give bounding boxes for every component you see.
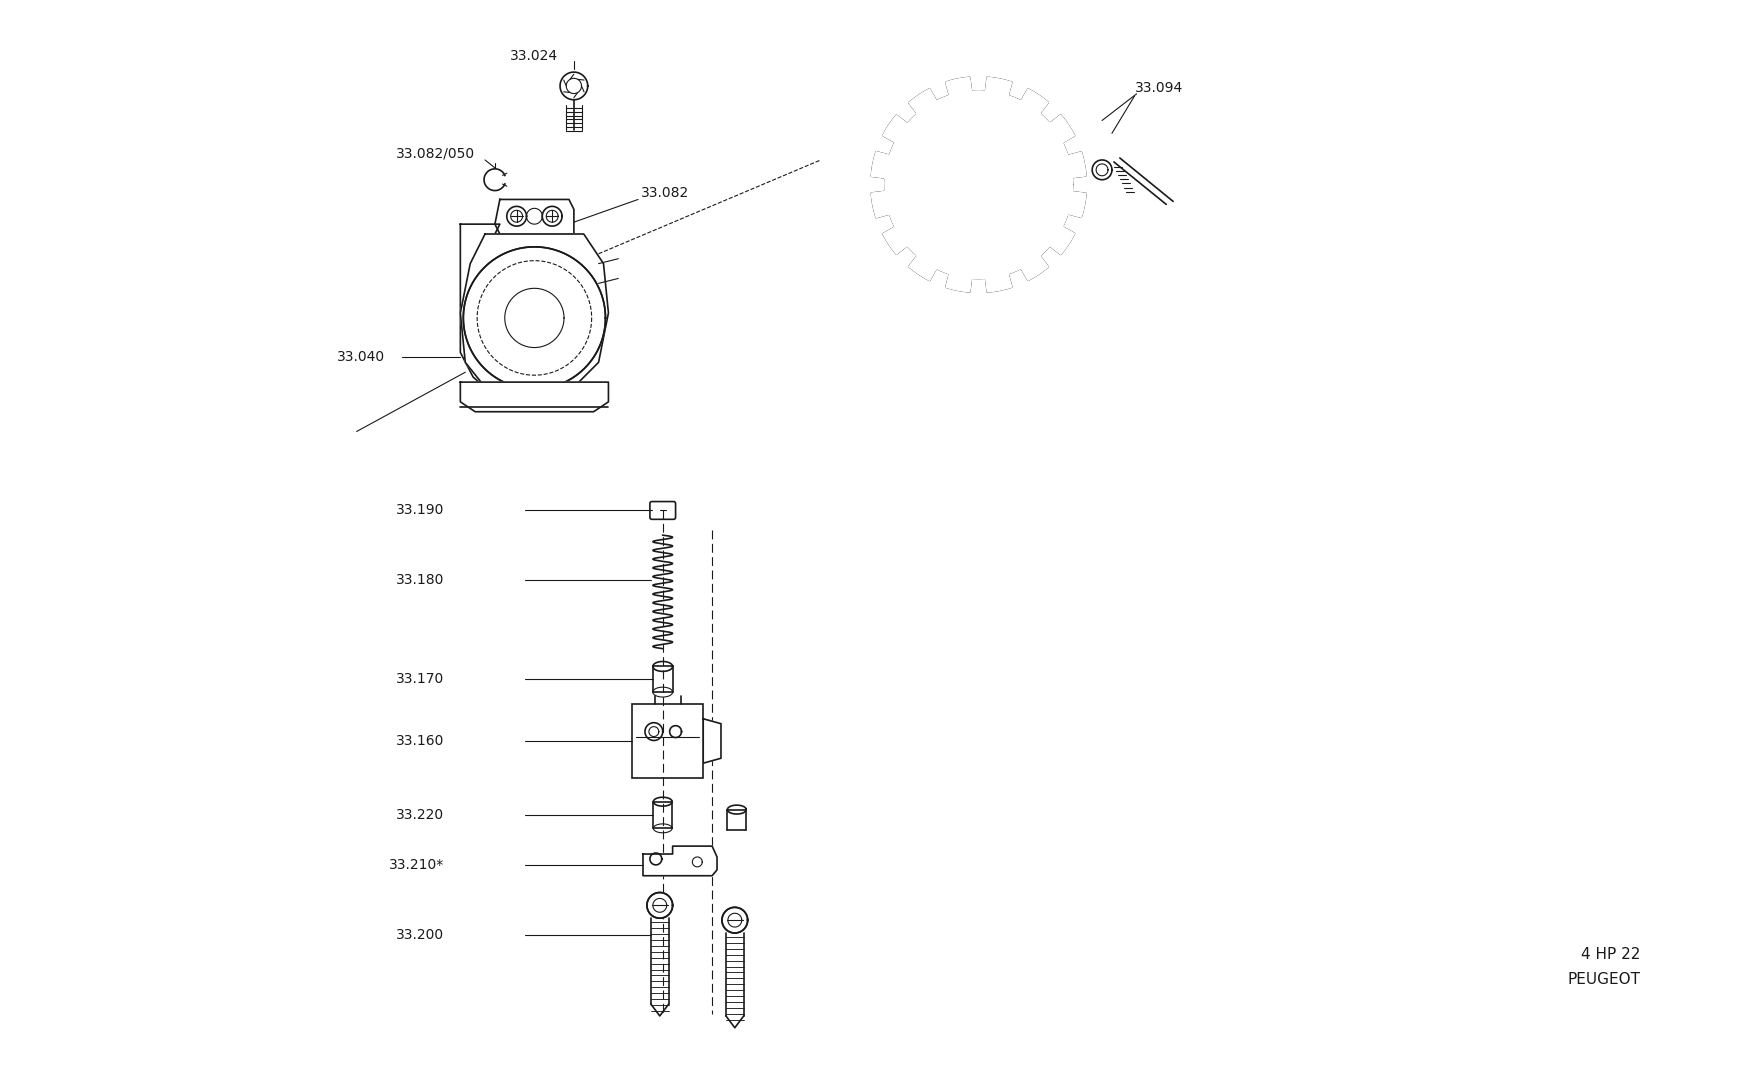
Text: 4 HP 22: 4 HP 22 bbox=[1580, 947, 1640, 962]
Polygon shape bbox=[704, 718, 721, 763]
Polygon shape bbox=[507, 206, 527, 226]
Polygon shape bbox=[542, 206, 562, 226]
Polygon shape bbox=[723, 907, 747, 933]
Bar bbox=[632, 704, 704, 778]
Polygon shape bbox=[460, 225, 500, 390]
Text: 33.094: 33.094 bbox=[1134, 81, 1183, 95]
Text: 33.160: 33.160 bbox=[396, 734, 444, 748]
Text: 33.040: 33.040 bbox=[338, 350, 385, 364]
Polygon shape bbox=[495, 199, 574, 234]
Text: 33.082/050: 33.082/050 bbox=[396, 146, 476, 160]
Polygon shape bbox=[642, 846, 718, 875]
Text: PEUGEOT: PEUGEOT bbox=[1566, 972, 1640, 986]
Polygon shape bbox=[464, 246, 606, 389]
FancyBboxPatch shape bbox=[649, 501, 676, 519]
Text: 33.190: 33.190 bbox=[396, 504, 444, 518]
Polygon shape bbox=[872, 77, 1087, 292]
Polygon shape bbox=[905, 111, 1052, 258]
Text: 33.210*: 33.210* bbox=[388, 858, 444, 872]
Text: 33.024: 33.024 bbox=[511, 49, 558, 63]
Text: 33.220: 33.220 bbox=[396, 808, 444, 822]
Polygon shape bbox=[460, 234, 609, 387]
Text: 33.170: 33.170 bbox=[396, 673, 444, 687]
Text: 33.180: 33.180 bbox=[396, 572, 444, 586]
Text: 33.200: 33.200 bbox=[396, 928, 444, 942]
Polygon shape bbox=[460, 383, 609, 412]
Polygon shape bbox=[648, 893, 672, 918]
Text: 33.082: 33.082 bbox=[640, 185, 690, 199]
